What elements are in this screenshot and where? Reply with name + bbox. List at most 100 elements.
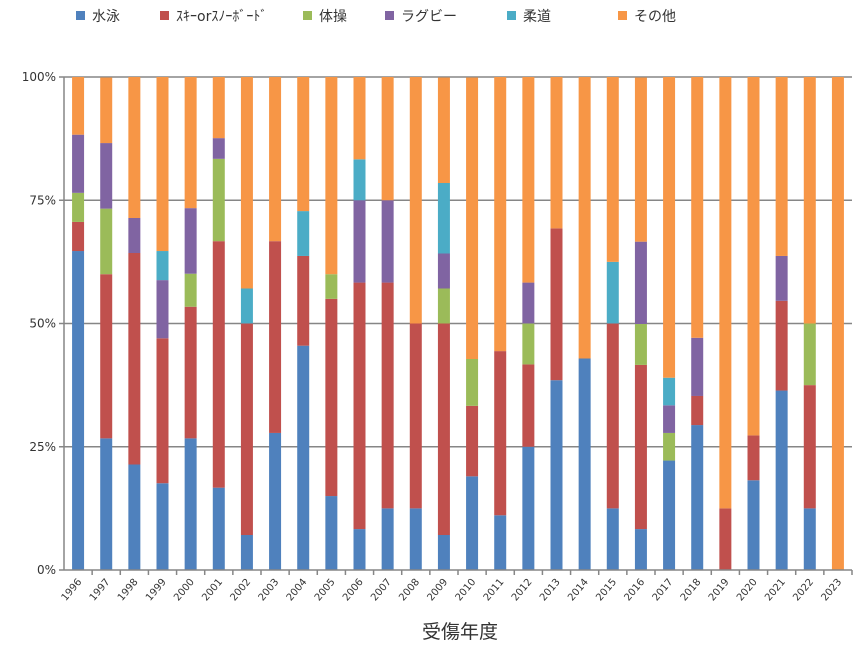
x-tick-label: 2016 — [622, 577, 647, 604]
bar-segment — [466, 405, 479, 477]
bar-segment — [522, 77, 535, 283]
bar-segment — [747, 435, 760, 481]
bar-segment — [522, 446, 535, 570]
x-tick-label: 2014 — [566, 577, 591, 604]
bar-segment — [747, 77, 760, 436]
x-tick-label: 2023 — [819, 577, 844, 604]
legend-item: ｽｷｰorｽﾉｰﾎﾞｰﾄﾞ — [160, 9, 267, 25]
bar-segment — [212, 241, 225, 488]
bar-segment — [634, 364, 647, 530]
bar-segment — [578, 77, 591, 359]
bar-segment — [578, 358, 591, 570]
x-tick-label: 1996 — [60, 577, 85, 604]
bars — [72, 77, 844, 571]
bar-segment — [803, 385, 816, 509]
x-tick-label: 2008 — [397, 577, 422, 604]
x-tick-label: 2019 — [707, 577, 732, 604]
bar-segment — [269, 432, 282, 570]
bar-segment — [212, 77, 225, 139]
bar-segment — [437, 323, 450, 535]
bar-segment — [381, 282, 394, 509]
x-tick-label: 2021 — [763, 577, 788, 604]
x-tick-label: 2013 — [538, 577, 563, 604]
bar-segment — [466, 77, 479, 359]
bar-segment — [72, 192, 85, 222]
bar-segment — [325, 298, 338, 497]
legend-label: 柔道 — [523, 9, 551, 25]
bar-segment — [100, 77, 113, 144]
x-tick-label: 2004 — [285, 577, 310, 604]
bar-segment — [353, 282, 366, 530]
legend-item: 水泳 — [76, 9, 120, 25]
bar-segment — [522, 282, 535, 324]
bar-segment — [297, 255, 310, 346]
bar-segment — [72, 251, 85, 571]
bar-segment — [550, 380, 563, 570]
legend-swatch — [507, 11, 516, 20]
bar-segment — [240, 77, 253, 289]
bar-segment — [72, 221, 85, 252]
legend: 水泳 ｽｷｰorｽﾉｰﾎﾞｰﾄﾞ 体操 ラグビー 柔道 その他 — [76, 9, 676, 25]
y-tick-label: 75% — [29, 193, 56, 207]
bar-segment — [381, 200, 394, 283]
bar-segment — [184, 208, 197, 274]
x-tick-label: 2001 — [200, 577, 225, 604]
bar-segment — [719, 77, 732, 509]
bar-segment — [437, 534, 450, 570]
x-tick-label: 2000 — [172, 577, 197, 604]
bar-segment — [522, 323, 535, 365]
bar-segment — [212, 487, 225, 570]
legend-item: 体操 — [303, 9, 347, 25]
y-tick-label: 50% — [29, 317, 56, 331]
y-tick-label: 0% — [37, 563, 56, 577]
bar-segment — [409, 323, 422, 509]
bar-segment — [128, 253, 141, 465]
bar-segment — [156, 338, 169, 484]
bar-segment — [240, 534, 253, 570]
gridlines — [64, 76, 852, 448]
legend-item: ラグビー — [385, 9, 457, 25]
x-tick-label: 2020 — [735, 577, 760, 604]
bar-segment — [691, 337, 704, 396]
bar-segment — [803, 508, 816, 570]
bar-segment — [184, 273, 197, 307]
legend-swatch — [76, 11, 85, 20]
bar-segment — [240, 288, 253, 324]
x-tick-label: 1998 — [116, 577, 141, 604]
bar-segment — [353, 200, 366, 283]
bar-segment — [634, 241, 647, 324]
bar-segment — [466, 476, 479, 570]
bar-segment — [409, 508, 422, 570]
bar-segment — [156, 77, 169, 252]
bar-segment — [72, 134, 85, 193]
bar-segment — [100, 143, 113, 209]
bar-segment — [775, 255, 788, 301]
bar-segment — [775, 390, 788, 570]
bar-segment — [184, 77, 197, 209]
bar-segment — [381, 77, 394, 201]
bar-segment — [212, 138, 225, 159]
bar-segment — [634, 529, 647, 570]
bar-segment — [494, 515, 507, 570]
legend-item: 柔道 — [507, 9, 551, 25]
legend-label: 水泳 — [92, 9, 120, 25]
y-tick-label: 25% — [29, 440, 56, 454]
x-tick-label: 2022 — [791, 577, 816, 604]
x-tick-label: 2002 — [228, 577, 253, 604]
bar-segment — [184, 438, 197, 570]
legend-item: その他 — [618, 9, 676, 25]
bar-segment — [437, 253, 450, 289]
bar-segment — [128, 77, 141, 218]
x-tick-label: 2009 — [425, 577, 450, 604]
x-tick-label: 2015 — [594, 577, 619, 604]
bar-segment — [156, 280, 169, 339]
bar-segment — [634, 323, 647, 365]
bar-segment — [100, 274, 113, 439]
bar-segment — [353, 159, 366, 201]
bar-segment — [156, 483, 169, 570]
x-tick-label: 2017 — [651, 577, 676, 604]
bar-segment — [437, 288, 450, 324]
x-tick-label: 2012 — [510, 577, 535, 604]
bar-segment — [494, 77, 507, 352]
